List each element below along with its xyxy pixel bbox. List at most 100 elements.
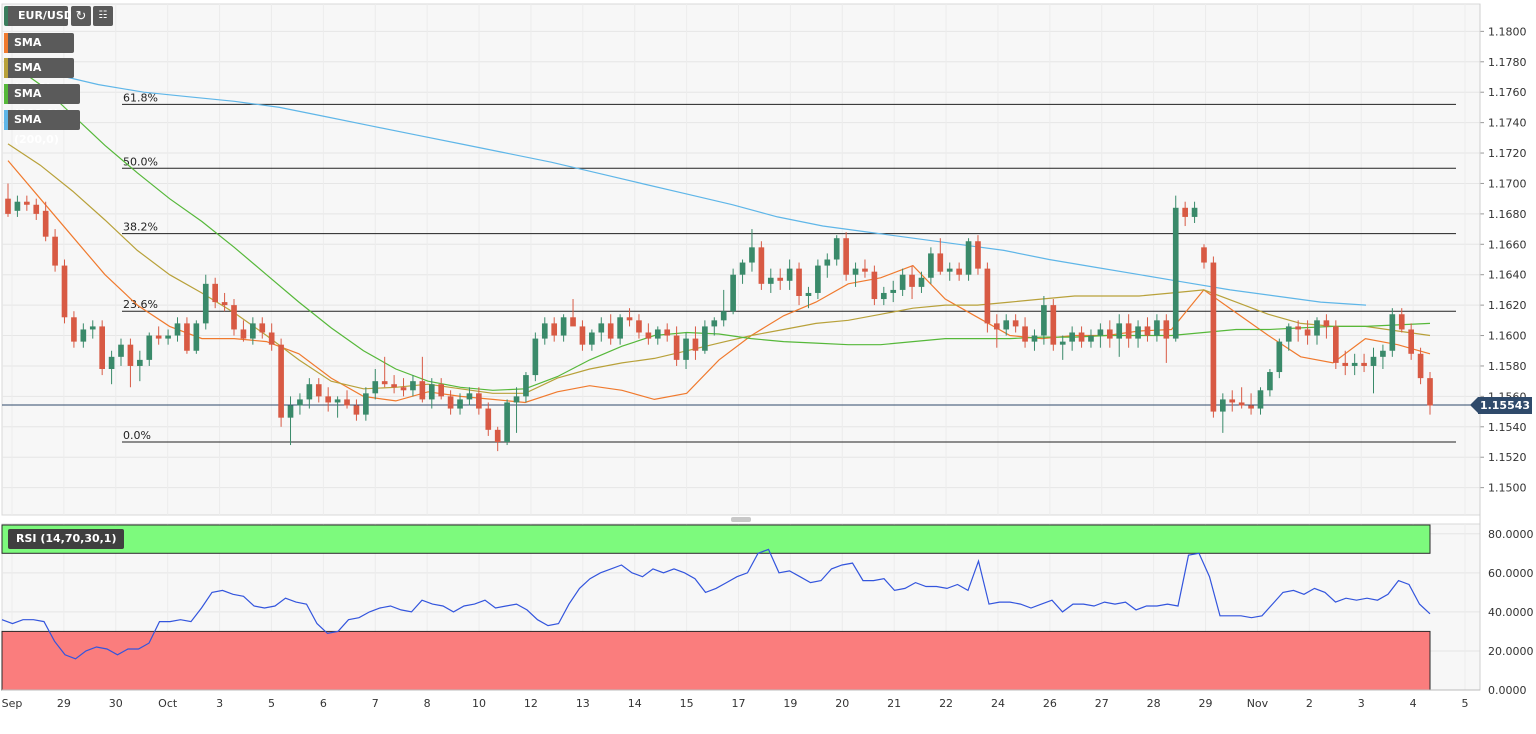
rsi-tick-label: 0.0000 bbox=[1488, 684, 1527, 697]
price-tick-label: 1.1620 bbox=[1488, 299, 1527, 312]
candle-body bbox=[410, 381, 416, 391]
candle-body bbox=[1135, 326, 1141, 339]
candle-body bbox=[664, 329, 671, 336]
candle-body bbox=[5, 198, 11, 214]
candle-body bbox=[1125, 323, 1132, 339]
refresh-icon[interactable]: ↻ bbox=[71, 6, 91, 26]
candle-body bbox=[193, 323, 200, 351]
sma-20-swatch bbox=[4, 33, 8, 53]
candle-body bbox=[1219, 399, 1226, 412]
fib-level-label: 50.0% bbox=[123, 155, 158, 168]
time-tick-label: 22 bbox=[939, 697, 953, 710]
candle-body bbox=[485, 408, 492, 430]
fib-level-label: 38.2% bbox=[123, 221, 158, 234]
candle-body bbox=[174, 323, 181, 336]
sma-200-label[interactable]: SMA (200,0) bbox=[4, 110, 80, 146]
candle-body bbox=[673, 335, 680, 360]
candle-body bbox=[447, 396, 454, 409]
overbought-zone bbox=[1, 524, 1431, 554]
candle-body bbox=[551, 323, 558, 336]
candle-body bbox=[777, 277, 784, 281]
candle-body bbox=[1389, 314, 1396, 351]
candle-body bbox=[1144, 326, 1151, 336]
candle-body bbox=[937, 253, 944, 272]
candle-body bbox=[1351, 362, 1358, 366]
candle-body bbox=[702, 326, 708, 351]
symbol-label[interactable]: EUR/USD bbox=[4, 6, 73, 26]
candle-body bbox=[334, 399, 341, 403]
rsi-tick-label: 40.0000 bbox=[1488, 606, 1534, 619]
time-tick-label: 27 bbox=[1095, 697, 1109, 710]
candle-body bbox=[287, 405, 294, 418]
price-tick-label: 1.1780 bbox=[1488, 56, 1527, 69]
sma-100-label[interactable]: SMA (100,0) bbox=[4, 84, 80, 120]
rsi-label[interactable]: RSI (14,70,30,1) bbox=[8, 529, 125, 549]
candle-body bbox=[993, 323, 1000, 330]
candle-body bbox=[504, 402, 510, 442]
candle-body bbox=[692, 338, 699, 351]
candle-body bbox=[1323, 320, 1330, 327]
time-tick-label: 2 bbox=[1306, 697, 1313, 710]
candle-body bbox=[805, 292, 812, 296]
sma-200-swatch bbox=[4, 110, 8, 130]
candle-body bbox=[626, 317, 633, 321]
candle-body bbox=[852, 268, 859, 275]
time-tick-label: Sep bbox=[2, 697, 23, 710]
oversold-zone bbox=[1, 630, 1431, 691]
sma-20-label[interactable]: SMA (20,0) bbox=[4, 33, 74, 69]
time-tick-label: 15 bbox=[680, 697, 694, 710]
current-price-tag: 1.15543 bbox=[1470, 397, 1532, 414]
candle-body bbox=[570, 317, 576, 327]
candle-body bbox=[918, 277, 925, 287]
candle-body bbox=[1210, 262, 1217, 412]
pane-resize-handle bbox=[731, 517, 751, 522]
sma-line-200 bbox=[7, 61, 1367, 306]
time-tick-label: Nov bbox=[1247, 697, 1269, 710]
candle-body bbox=[711, 320, 718, 327]
sma-line-100 bbox=[7, 61, 1431, 391]
chart-menu-icon[interactable]: ☷ bbox=[93, 6, 113, 26]
candle-body bbox=[1417, 353, 1424, 379]
candle-body bbox=[1172, 207, 1179, 339]
candle-body bbox=[1267, 372, 1273, 391]
candle-body bbox=[1370, 356, 1377, 366]
time-tick-label: 29 bbox=[1199, 697, 1213, 710]
sma-line-200 bbox=[7, 160, 1431, 404]
candle-body bbox=[1304, 329, 1311, 336]
candle-body bbox=[880, 292, 887, 300]
candle-body bbox=[353, 405, 360, 415]
candle-body bbox=[720, 311, 727, 321]
candle-body bbox=[1163, 320, 1170, 339]
time-tick-label: 12 bbox=[524, 697, 538, 710]
candle-body bbox=[297, 399, 303, 406]
time-tick-label: 20 bbox=[835, 697, 849, 710]
candle-body bbox=[127, 344, 134, 366]
candle-body bbox=[683, 338, 689, 360]
candle-body bbox=[165, 335, 171, 339]
candle-body bbox=[1295, 326, 1301, 330]
candle-body bbox=[1201, 247, 1207, 263]
time-tick-label: 5 bbox=[1462, 697, 1469, 710]
candle-body bbox=[1342, 362, 1349, 366]
candle-body bbox=[344, 399, 350, 406]
candle-body bbox=[221, 302, 228, 306]
candle-body bbox=[1276, 341, 1283, 373]
fib-level-label: 61.8% bbox=[123, 91, 158, 104]
candle-body bbox=[494, 429, 501, 442]
rsi-tick-label: 20.0000 bbox=[1488, 645, 1534, 658]
candle-body bbox=[928, 253, 934, 278]
candle-body bbox=[946, 268, 953, 272]
sma-50-label[interactable]: SMA (50,0) bbox=[4, 58, 74, 94]
candle-body bbox=[212, 283, 219, 303]
candle-body bbox=[824, 259, 831, 266]
time-tick-label: 5 bbox=[268, 697, 275, 710]
candle-body bbox=[1238, 402, 1245, 406]
candle-body bbox=[1041, 305, 1047, 336]
candle-body bbox=[730, 274, 736, 312]
time-tick-label: 3 bbox=[216, 697, 223, 710]
candle-body bbox=[767, 277, 774, 284]
candle-body bbox=[61, 265, 68, 318]
candle-body bbox=[1257, 390, 1264, 409]
time-tick-label: 17 bbox=[732, 697, 746, 710]
